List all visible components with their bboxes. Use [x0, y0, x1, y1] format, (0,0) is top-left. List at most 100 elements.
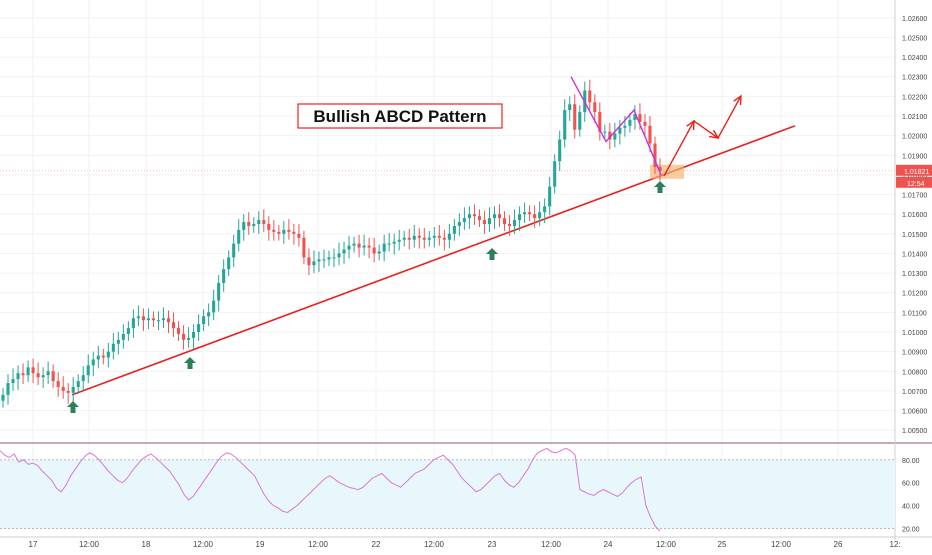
candle-body [277, 231, 281, 234]
y-tick-label: 1.01800 [902, 173, 927, 180]
projection-arrowhead [733, 94, 742, 106]
candle-body [292, 231, 296, 234]
projection-arrowhead [709, 129, 720, 139]
candle-body [131, 318, 135, 329]
candle-body [41, 375, 45, 378]
candle-body [507, 224, 512, 226]
current-price-label: 1.01821 [904, 169, 929, 176]
candle-body [297, 233, 301, 238]
candle-body [171, 322, 176, 329]
candle-body [307, 257, 311, 266]
rsi-tick-label: 60.00 [902, 481, 920, 488]
y-tick-label: 1.02500 [902, 35, 927, 42]
candle-body [533, 214, 537, 219]
candle-body [442, 237, 446, 240]
candle-body [161, 318, 166, 321]
y-tick-label: 1.01100 [902, 310, 927, 317]
candle-body [217, 282, 221, 301]
candle-body [352, 243, 356, 246]
candle-body [96, 355, 100, 360]
candle-body [46, 371, 50, 376]
candle-body [648, 125, 652, 144]
candle-body [26, 367, 30, 376]
x-tick-label: 12: [889, 540, 900, 549]
candle-body [643, 121, 647, 126]
y-tick-label: 1.02600 [902, 16, 927, 23]
y-tick-label: 1.00800 [902, 369, 927, 376]
candle-body [487, 218, 492, 224]
x-tick-label: 23 [488, 540, 497, 549]
candle-body [618, 127, 622, 134]
candle-body [262, 220, 266, 224]
up-arrow-icon [184, 357, 196, 369]
candle-body [21, 373, 25, 376]
candle-body [1, 394, 5, 401]
candle-body [573, 104, 577, 130]
candle-body [156, 320, 161, 322]
candle-body [578, 112, 582, 130]
candle-body [141, 316, 145, 321]
candle-body [136, 316, 140, 319]
rsi-line [0, 447, 661, 532]
candle-body [342, 249, 346, 254]
x-tick-label: 24 [604, 540, 613, 549]
candle-body [538, 212, 542, 219]
rsi-tick-label: 20.00 [902, 527, 920, 534]
y-tick-label: 1.01300 [902, 271, 927, 278]
x-tick-label: 12:00 [771, 540, 792, 549]
candle-body [528, 212, 532, 215]
candle-body [146, 318, 150, 321]
candle-body [432, 235, 436, 238]
candle-body [81, 375, 85, 382]
y-tick-label: 1.01200 [902, 291, 927, 298]
up-arrow-icon [67, 401, 79, 413]
candle-body [101, 355, 105, 358]
candle-body [543, 206, 547, 213]
candle-body [61, 386, 65, 391]
candle-body [603, 131, 607, 133]
candle-body [317, 259, 321, 262]
candle-body [332, 257, 336, 259]
y-tick-label: 1.01000 [902, 330, 927, 337]
candle-body [452, 225, 456, 234]
candle-body [6, 383, 10, 395]
candle-body [56, 381, 60, 387]
rsi-band [0, 459, 895, 529]
candle-body [176, 328, 181, 334]
candle-body [126, 328, 130, 334]
candle-body [402, 237, 406, 240]
y-tick-label: 1.02300 [902, 75, 927, 82]
candle-body [518, 214, 522, 221]
candle-body [237, 229, 241, 244]
x-tick-label: 19 [256, 540, 265, 549]
rsi-tick-label: 40.00 [902, 504, 920, 511]
candle-body [412, 235, 416, 240]
candle-body [121, 333, 125, 340]
y-tick-label: 1.00700 [902, 389, 927, 396]
candle-body [628, 119, 632, 126]
x-tick-label: 25 [718, 540, 727, 549]
candle-body [36, 373, 40, 378]
candle-body [207, 312, 211, 317]
candle-body [322, 259, 326, 261]
candle-body [462, 218, 466, 223]
y-tick-label: 1.01900 [902, 153, 927, 160]
candle-body [367, 245, 371, 248]
y-tick-label: 1.00900 [902, 350, 927, 357]
candle-body [111, 343, 115, 352]
x-tick-label: 12:00 [308, 540, 329, 549]
candle-body [392, 241, 396, 244]
up-arrow-icon [654, 181, 666, 193]
candle-body [417, 235, 421, 238]
candle-body [106, 351, 110, 358]
candle-body [638, 114, 642, 122]
candle-body [497, 214, 502, 219]
candle-body [548, 186, 552, 207]
candle-body [563, 110, 567, 140]
y-tick-label: 1.00600 [902, 409, 927, 416]
candle-body [91, 359, 95, 366]
candle-body [382, 243, 386, 252]
candle-body [357, 243, 361, 248]
y-tick-label: 1.01500 [902, 232, 927, 239]
x-tick-label: 26 [834, 540, 843, 549]
